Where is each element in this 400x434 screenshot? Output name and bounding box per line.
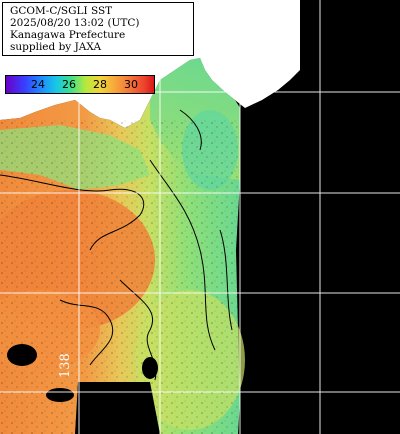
colorbar-tick-30: 30 — [124, 78, 138, 91]
land-area-east — [200, 0, 300, 108]
colorbar-tick-24: 24 — [31, 78, 45, 91]
credit-label: supplied by JAXA — [10, 41, 102, 53]
sst-colorbar: 24 26 28 30 — [5, 75, 155, 94]
colorbar-tick-28: 28 — [93, 78, 107, 91]
longitude-label: 138 — [58, 353, 73, 378]
region-label: Kanagawa Prefecture — [10, 29, 126, 41]
product-info-box: GCOM-C/SGLI SST 2025/08/20 13:02 (UTC) K… — [2, 2, 194, 56]
contour-texture — [0, 120, 240, 434]
product-title: GCOM-C/SGLI SST — [10, 5, 113, 17]
colorbar-tick-26: 26 — [62, 78, 76, 91]
cloud-blob-2 — [142, 357, 158, 379]
cloud-blob-3 — [46, 388, 74, 402]
observation-time: 2025/08/20 13:02 (UTC) — [10, 17, 140, 29]
colorbar-gradient — [6, 76, 154, 93]
cloud-blob — [7, 344, 37, 366]
no-data-south — [75, 382, 160, 434]
